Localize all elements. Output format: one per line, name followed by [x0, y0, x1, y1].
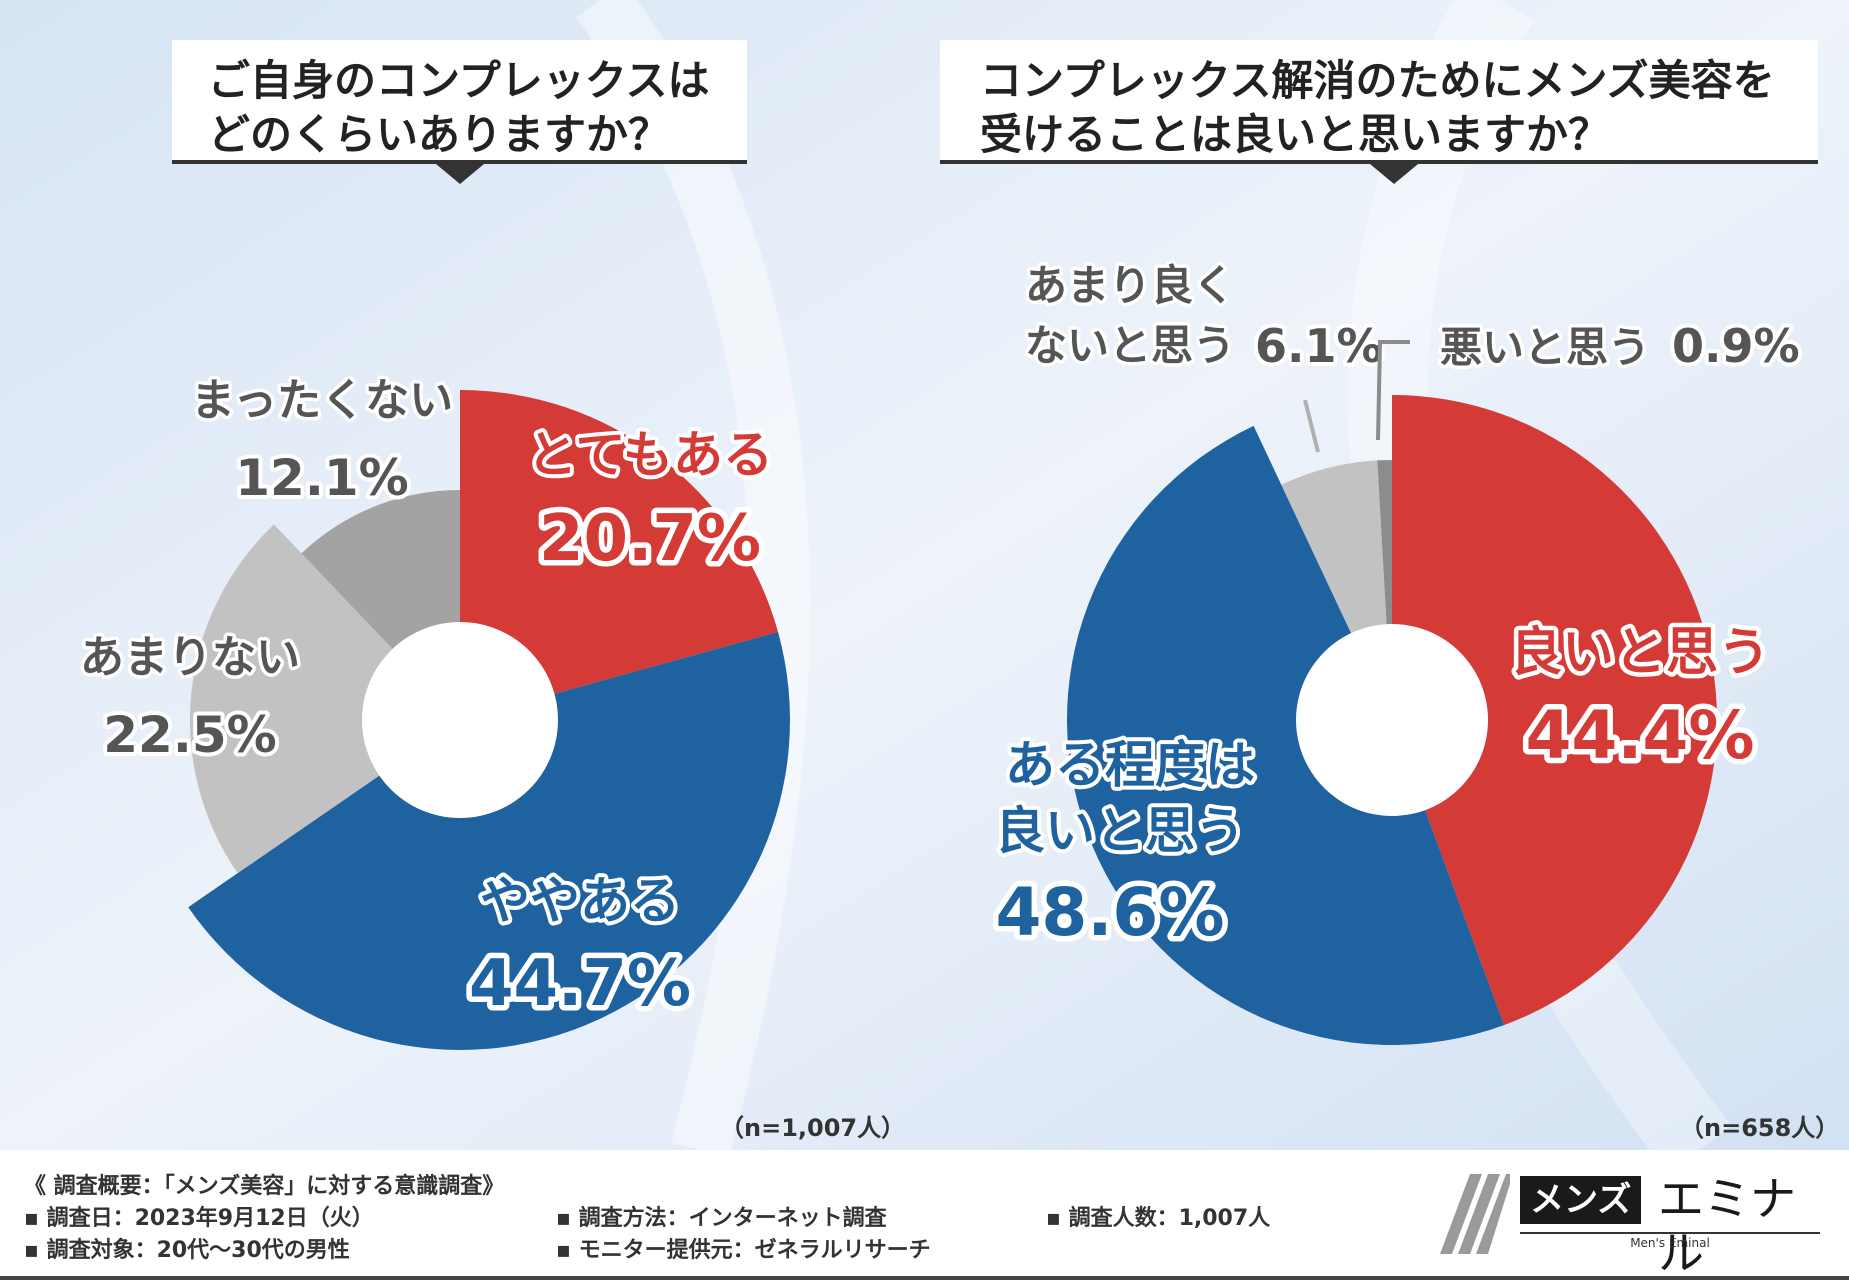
footer-target: ▪ 調査対象：20代〜30代の男性 [24, 1238, 350, 1263]
chart2-label-2b: ないと思う [1025, 321, 1235, 370]
chart2-title: コンプレックス解消のためにメンズ美容を 受けることは良いと思いますか？ [940, 40, 1818, 164]
chart2-label-2a: あまり良く [1025, 261, 1235, 310]
footer-method: ▪ 調査方法：インターネット調査 [556, 1206, 887, 1231]
survey-footer: 《 調査概要：「メンズ美容」に対する意識調査》 ▪ 調査日：2023年9月12日… [0, 1150, 1849, 1280]
chart2-leader-3 [1376, 340, 1410, 441]
chart1-slice-1 [188, 631, 790, 1050]
chart2-label-1b: 良いと思う [995, 802, 1245, 860]
chart1-value-1: 44.7% [469, 947, 691, 1021]
chart2-value-0: 44.4% [1526, 697, 1755, 774]
logo: メンズ エミナル Men's Eminal [1520, 1172, 1820, 1280]
logo-badge: メンズ [1520, 1176, 1642, 1224]
chart1-title-arrow [436, 164, 484, 184]
chart2-value-1: 48.6% [996, 874, 1225, 951]
chart2-sample-size: （n=658人） [1680, 1114, 1840, 1142]
logo-sub: Men's Eminal [1520, 1232, 1820, 1250]
chart2-leader-2 [1303, 399, 1320, 453]
chart1-slice-0 [460, 390, 779, 720]
chart2-title-line2: 受けることは良いと思いますか？ [980, 110, 1611, 159]
chart2-label-0: 良いと思う [1510, 623, 1770, 683]
footer-count: ▪ 調査人数：1,007人 [1046, 1206, 1271, 1231]
chart2-value-3: 0.9% [1672, 319, 1800, 373]
chart1-sample-size: （n=1,007人） [720, 1114, 906, 1142]
chart1-label-1: ややある [480, 872, 680, 930]
chart2-label-1a: ある程度は [1005, 736, 1255, 794]
footer-date: ▪ 調査日：2023年9月12日（火） [24, 1206, 374, 1231]
chart1-label-2: あまりない [80, 632, 300, 683]
chart2-title-arrow [1370, 164, 1418, 184]
chart2-label-3: 悪いと思う [1440, 323, 1650, 372]
charts-svg: とてもある 20.7% ややある 44.7% あまりない 22.5% まったくない 12.1%… [77, 258, 1804, 1050]
footer-summary: 《 調査概要：「メンズ美容」に対する意識調査》 [24, 1174, 505, 1199]
logo-stripes-icon [1440, 1174, 1510, 1254]
footer-provider: ▪ モニター提供元：ゼネラルリサーチ [556, 1238, 931, 1263]
chart1-value-3: 12.1% [235, 449, 408, 507]
chart2-donut-hole [1296, 624, 1488, 816]
chart1-label-3: まったくない [191, 375, 453, 426]
chart1-donut-hole [362, 622, 558, 818]
chart2-title-line1: コンプレックス解消のためにメンズ美容を [980, 56, 1775, 105]
chart1-value-2: 22.5% [103, 706, 276, 764]
chart1-slice-2 [189, 524, 460, 874]
chart2-value-2: 6.1% [1255, 319, 1383, 373]
chart1-title: ご自身のコンプレックスは どのくらいありますか？ [172, 40, 747, 164]
chart2-slice-1 [1067, 425, 1505, 1045]
chart1-label-0: とてもある [527, 426, 773, 484]
chart1-title-line1: ご自身のコンプレックスは [208, 56, 710, 105]
chart1-value-0: 20.7% [539, 502, 761, 576]
chart1-title-line2: どのくらいありますか？ [208, 110, 671, 159]
chart2-slice-0 [1392, 395, 1718, 1026]
logo-name: エミナル [1658, 1172, 1796, 1280]
